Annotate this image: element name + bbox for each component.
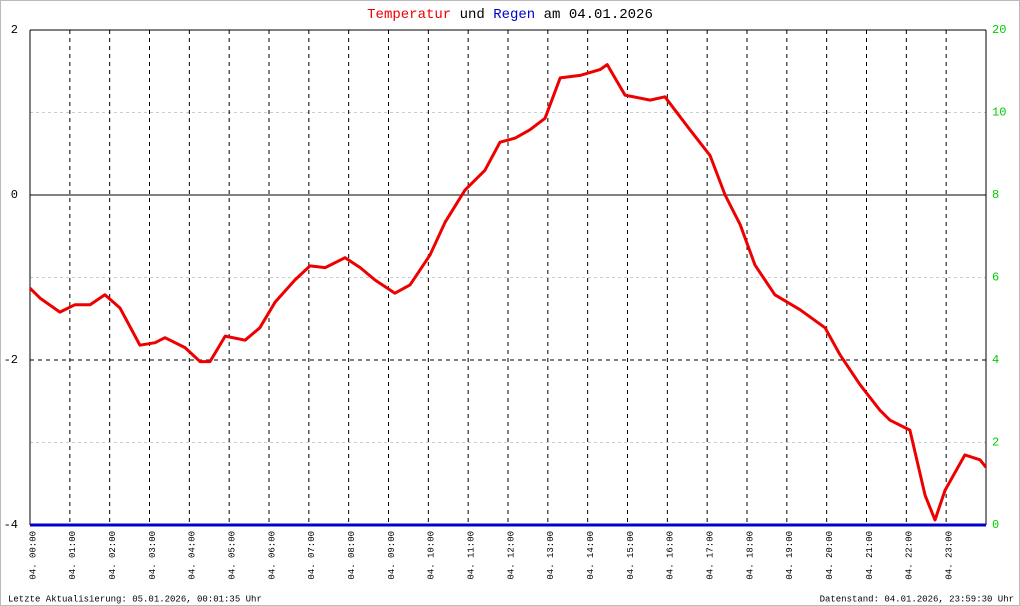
footer-right: Datenstand: 04.01.2026, 23:59:30 Uhr [820, 594, 1014, 604]
x-tick-label: 04. 21:00 [865, 531, 875, 580]
x-tick-label: 04. 02:00 [108, 531, 118, 580]
x-tick-label: 04. 20:00 [825, 531, 835, 580]
y2-tick-label: 8 [992, 188, 999, 202]
title-temp: Temperatur [367, 7, 451, 23]
x-tick-label: 04. 08:00 [347, 531, 357, 580]
series-line [28, 63, 988, 522]
x-tick-label: 04. 10:00 [427, 531, 437, 580]
x-tick-label: 04. 11:00 [467, 531, 477, 580]
x-tick-label: 04. 18:00 [745, 531, 755, 580]
x-tick-label: 04. 07:00 [307, 531, 317, 580]
x-tick-label: 04. 19:00 [785, 531, 795, 580]
x-tick-label: 04. 16:00 [666, 531, 676, 580]
y-tick-label: -2 [4, 353, 18, 367]
y2-tick-label: 4 [992, 353, 999, 367]
x-tick-label: 04. 22:00 [905, 531, 915, 580]
x-tick-label: 04. 01:00 [68, 531, 78, 580]
x-tick-label: 04. 12:00 [506, 531, 516, 580]
y-tick-label: 2 [11, 23, 18, 37]
y-tick-label: -4 [4, 518, 18, 532]
y2-tick-label: 20 [992, 23, 1006, 37]
y2-tick-label: 6 [992, 271, 999, 285]
chart-title: Temperatur und Regen am 04.01.2026 [367, 7, 653, 23]
title-und: und [460, 7, 485, 23]
y2-tick-label: 0 [992, 518, 999, 532]
x-tick-label: 04. 06:00 [267, 531, 277, 580]
x-tick-label: 04. 13:00 [546, 531, 556, 580]
x-tick-label: 04. 03:00 [148, 531, 158, 580]
title-rain: Regen [493, 7, 535, 23]
x-tick-label: 04. 17:00 [706, 531, 716, 580]
footer-left: Letzte Aktualisierung: 05.01.2026, 00:01… [8, 594, 262, 604]
x-tick-label: 04. 00:00 [28, 531, 38, 580]
x-tick-label: 04. 04:00 [188, 531, 198, 580]
title-date: am 04.01.2026 [544, 7, 653, 23]
x-tick-label: 04. 05:00 [228, 531, 238, 580]
x-tick-label: 04. 15:00 [626, 531, 636, 580]
x-tick-label: 04. 09:00 [387, 531, 397, 580]
y2-tick-label: 10 [992, 106, 1006, 120]
y-tick-label: 0 [11, 188, 18, 202]
y2-tick-label: 2 [992, 436, 999, 450]
x-tick-label: 04. 23:00 [945, 531, 955, 580]
x-tick-label: 04. 14:00 [586, 531, 596, 580]
